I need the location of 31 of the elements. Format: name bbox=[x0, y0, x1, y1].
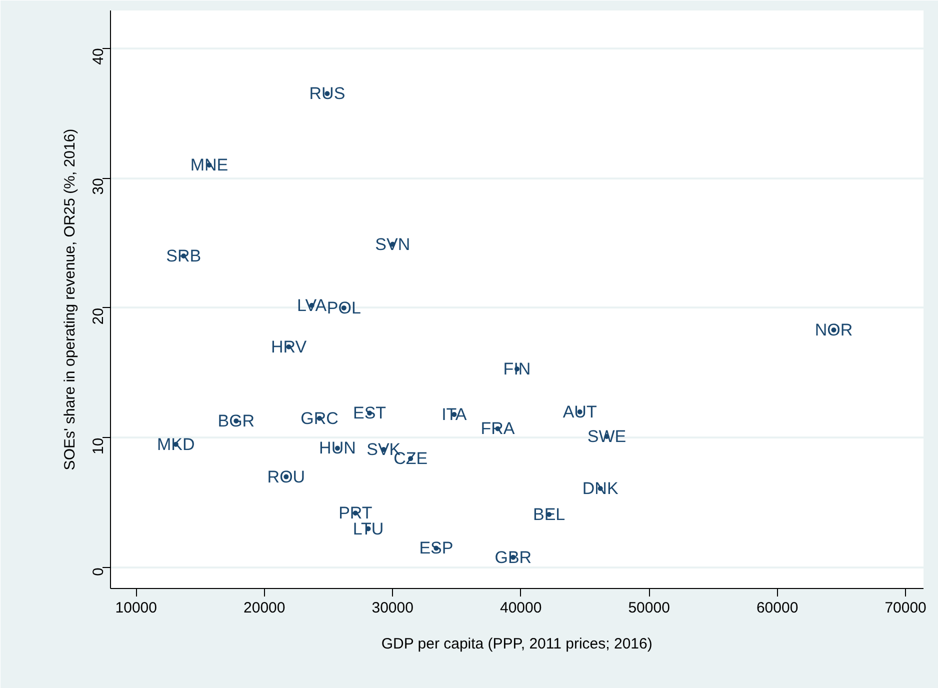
data-label: POL bbox=[326, 298, 361, 318]
y-tick-label: 30 bbox=[90, 178, 107, 195]
data-label: ITA bbox=[442, 404, 468, 424]
data-label: AUT bbox=[562, 402, 597, 422]
data-label: GBR bbox=[494, 548, 532, 567]
data-label: BGR bbox=[218, 411, 255, 430]
x-tick-label: 60000 bbox=[756, 600, 798, 616]
data-label: SWE bbox=[587, 427, 626, 446]
x-tick-label: 40000 bbox=[500, 600, 542, 616]
y-axis-title: SOEs' share in operating revenue, OR25 (%, 2016) bbox=[62, 128, 78, 470]
data-label: SVN bbox=[375, 234, 410, 254]
y-tick-label: 0 bbox=[90, 568, 107, 576]
data-label: MNE bbox=[190, 156, 228, 175]
data-label: ROU bbox=[267, 467, 306, 486]
y-tick-label: 40 bbox=[90, 48, 107, 65]
x-tick-label: 50000 bbox=[628, 600, 670, 616]
x-axis-title: GDP per capita (PPP, 2011 prices; 2016) bbox=[381, 636, 652, 652]
data-label: HUN bbox=[319, 438, 356, 458]
data-label: RUS bbox=[309, 84, 346, 104]
y-tick-label: 20 bbox=[90, 308, 107, 325]
data-label: DNK bbox=[582, 478, 619, 498]
data-label: NOR bbox=[814, 320, 853, 340]
x-tick-label: 30000 bbox=[372, 600, 414, 616]
data-label: HRV bbox=[270, 337, 308, 356]
y-tick-label: 10 bbox=[90, 438, 107, 455]
x-tick-label: 10000 bbox=[115, 600, 158, 616]
data-label: BEL bbox=[532, 504, 566, 524]
data-label: GRC bbox=[300, 408, 338, 428]
x-tick-label: 20000 bbox=[244, 600, 286, 616]
x-tick-label: 70000 bbox=[884, 600, 926, 616]
data-label: SRB bbox=[166, 246, 202, 266]
